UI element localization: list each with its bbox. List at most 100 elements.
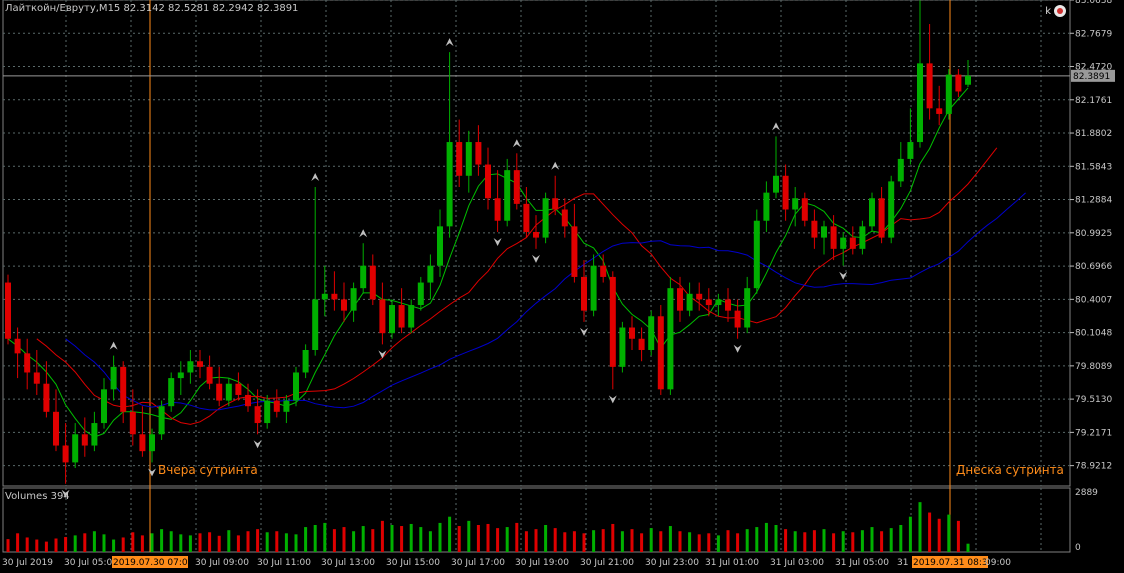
volume-bar bbox=[793, 531, 797, 552]
chart-grid bbox=[2, 0, 1071, 553]
candle-body bbox=[273, 400, 280, 412]
ma-slow-line bbox=[65, 192, 1026, 411]
fractal-down-marker bbox=[253, 440, 262, 449]
volume-bar bbox=[208, 532, 212, 552]
price-tick-label: 82.4720 bbox=[1075, 63, 1112, 73]
candle-body bbox=[408, 305, 415, 328]
candle-body bbox=[350, 288, 357, 311]
volume-bar bbox=[150, 533, 154, 552]
candle-body bbox=[110, 366, 117, 390]
annotation-yesterday: Вчера сутринта bbox=[158, 463, 258, 477]
chart-title: Лайткойн/Евруту,M15 82.3142 82.5281 82.2… bbox=[5, 3, 299, 14]
volume-bar bbox=[467, 520, 471, 552]
fractal-up-marker bbox=[445, 38, 454, 47]
volume-bar bbox=[697, 534, 701, 552]
candle-body bbox=[533, 231, 539, 238]
price-tick-label: 80.4007 bbox=[1075, 295, 1112, 305]
price-tick-label: 81.8802 bbox=[1075, 129, 1112, 139]
volume-bar bbox=[457, 526, 461, 552]
volume-bar bbox=[726, 530, 730, 552]
fractal-up-marker bbox=[551, 161, 560, 170]
volume-bar bbox=[688, 532, 692, 552]
price-tick-label: 82.7679 bbox=[1075, 29, 1112, 39]
fractal-down-marker bbox=[148, 468, 156, 477]
candle-body bbox=[504, 170, 511, 221]
fractal-down-marker bbox=[532, 254, 540, 263]
time-tick-label: 30 Jul 13:00 bbox=[321, 558, 375, 568]
candle-body bbox=[293, 372, 299, 401]
volume-bar bbox=[956, 520, 960, 552]
volume-bar bbox=[908, 516, 912, 552]
candle-body bbox=[773, 175, 779, 193]
annotation-today: Днеска сутринта bbox=[956, 463, 1064, 477]
candle-body bbox=[897, 158, 904, 182]
candle-body bbox=[331, 293, 338, 300]
candle-body bbox=[225, 383, 232, 401]
time-highlight-badge bbox=[112, 556, 188, 568]
time-tick-label: 30 Jul 11:00 bbox=[257, 558, 311, 568]
candle-body bbox=[725, 299, 731, 311]
fractal-up-marker bbox=[772, 122, 780, 131]
candle-body bbox=[321, 293, 328, 300]
candle-body bbox=[485, 164, 491, 199]
volume-bar bbox=[649, 528, 653, 552]
candle-body bbox=[427, 265, 434, 283]
candle-body bbox=[513, 170, 520, 204]
volume-bar bbox=[668, 526, 672, 552]
candle-body bbox=[696, 293, 703, 300]
candle-body bbox=[907, 142, 914, 159]
candle-body bbox=[360, 265, 367, 289]
volume-bar bbox=[6, 539, 10, 552]
candle-body bbox=[206, 366, 213, 384]
candle-body bbox=[600, 265, 607, 277]
volume-bar bbox=[928, 512, 932, 552]
candle-body bbox=[571, 226, 578, 277]
candle-body bbox=[753, 220, 760, 289]
candle-body bbox=[629, 327, 635, 339]
price-tick-label: 80.9925 bbox=[1075, 229, 1112, 239]
robot-icon bbox=[1054, 5, 1066, 17]
ma-fast-line bbox=[7, 87, 969, 438]
fractal-up-marker bbox=[109, 341, 118, 350]
candle-body bbox=[398, 305, 405, 328]
candle-body bbox=[581, 276, 587, 311]
time-tick-label: 30 Jul 15:00 bbox=[386, 558, 440, 568]
autotrading-indicator[interactable]: k bbox=[1045, 5, 1066, 17]
candle-body bbox=[158, 406, 165, 435]
candle-body bbox=[379, 299, 386, 334]
volume-bar bbox=[832, 533, 836, 552]
price-tick-label: 82.1761 bbox=[1075, 96, 1112, 106]
candle-body bbox=[542, 198, 549, 238]
candle-body bbox=[254, 406, 261, 424]
volume-bar bbox=[822, 529, 826, 552]
candle-body bbox=[53, 411, 59, 446]
volume-bar bbox=[73, 535, 77, 552]
volume-bar bbox=[54, 538, 58, 552]
volume-bar bbox=[236, 535, 240, 552]
candle-body bbox=[139, 434, 146, 452]
time-tick-label: 31 bbox=[897, 558, 908, 568]
volume-bar bbox=[678, 531, 682, 552]
candle-body bbox=[849, 237, 856, 249]
candle-body bbox=[235, 383, 242, 395]
candle-body bbox=[869, 198, 875, 227]
fractal-down-marker bbox=[733, 344, 742, 353]
volume-bar bbox=[275, 531, 279, 552]
volume-bar bbox=[400, 526, 404, 552]
candle-body bbox=[245, 394, 251, 407]
time-tick-label: 30 Jul 21:00 bbox=[580, 558, 634, 568]
candle-body bbox=[811, 220, 818, 238]
volume-bar bbox=[112, 539, 116, 552]
candle-body bbox=[369, 265, 376, 300]
candle-body bbox=[840, 237, 847, 249]
volume-bar bbox=[716, 535, 720, 552]
candle-body bbox=[926, 63, 933, 109]
candle-body bbox=[417, 282, 424, 306]
price-panel-frame bbox=[2, 0, 1071, 487]
candle-body bbox=[801, 198, 808, 221]
volume-bar bbox=[256, 529, 260, 552]
candle-body bbox=[945, 74, 952, 114]
volume-bar bbox=[188, 535, 192, 552]
